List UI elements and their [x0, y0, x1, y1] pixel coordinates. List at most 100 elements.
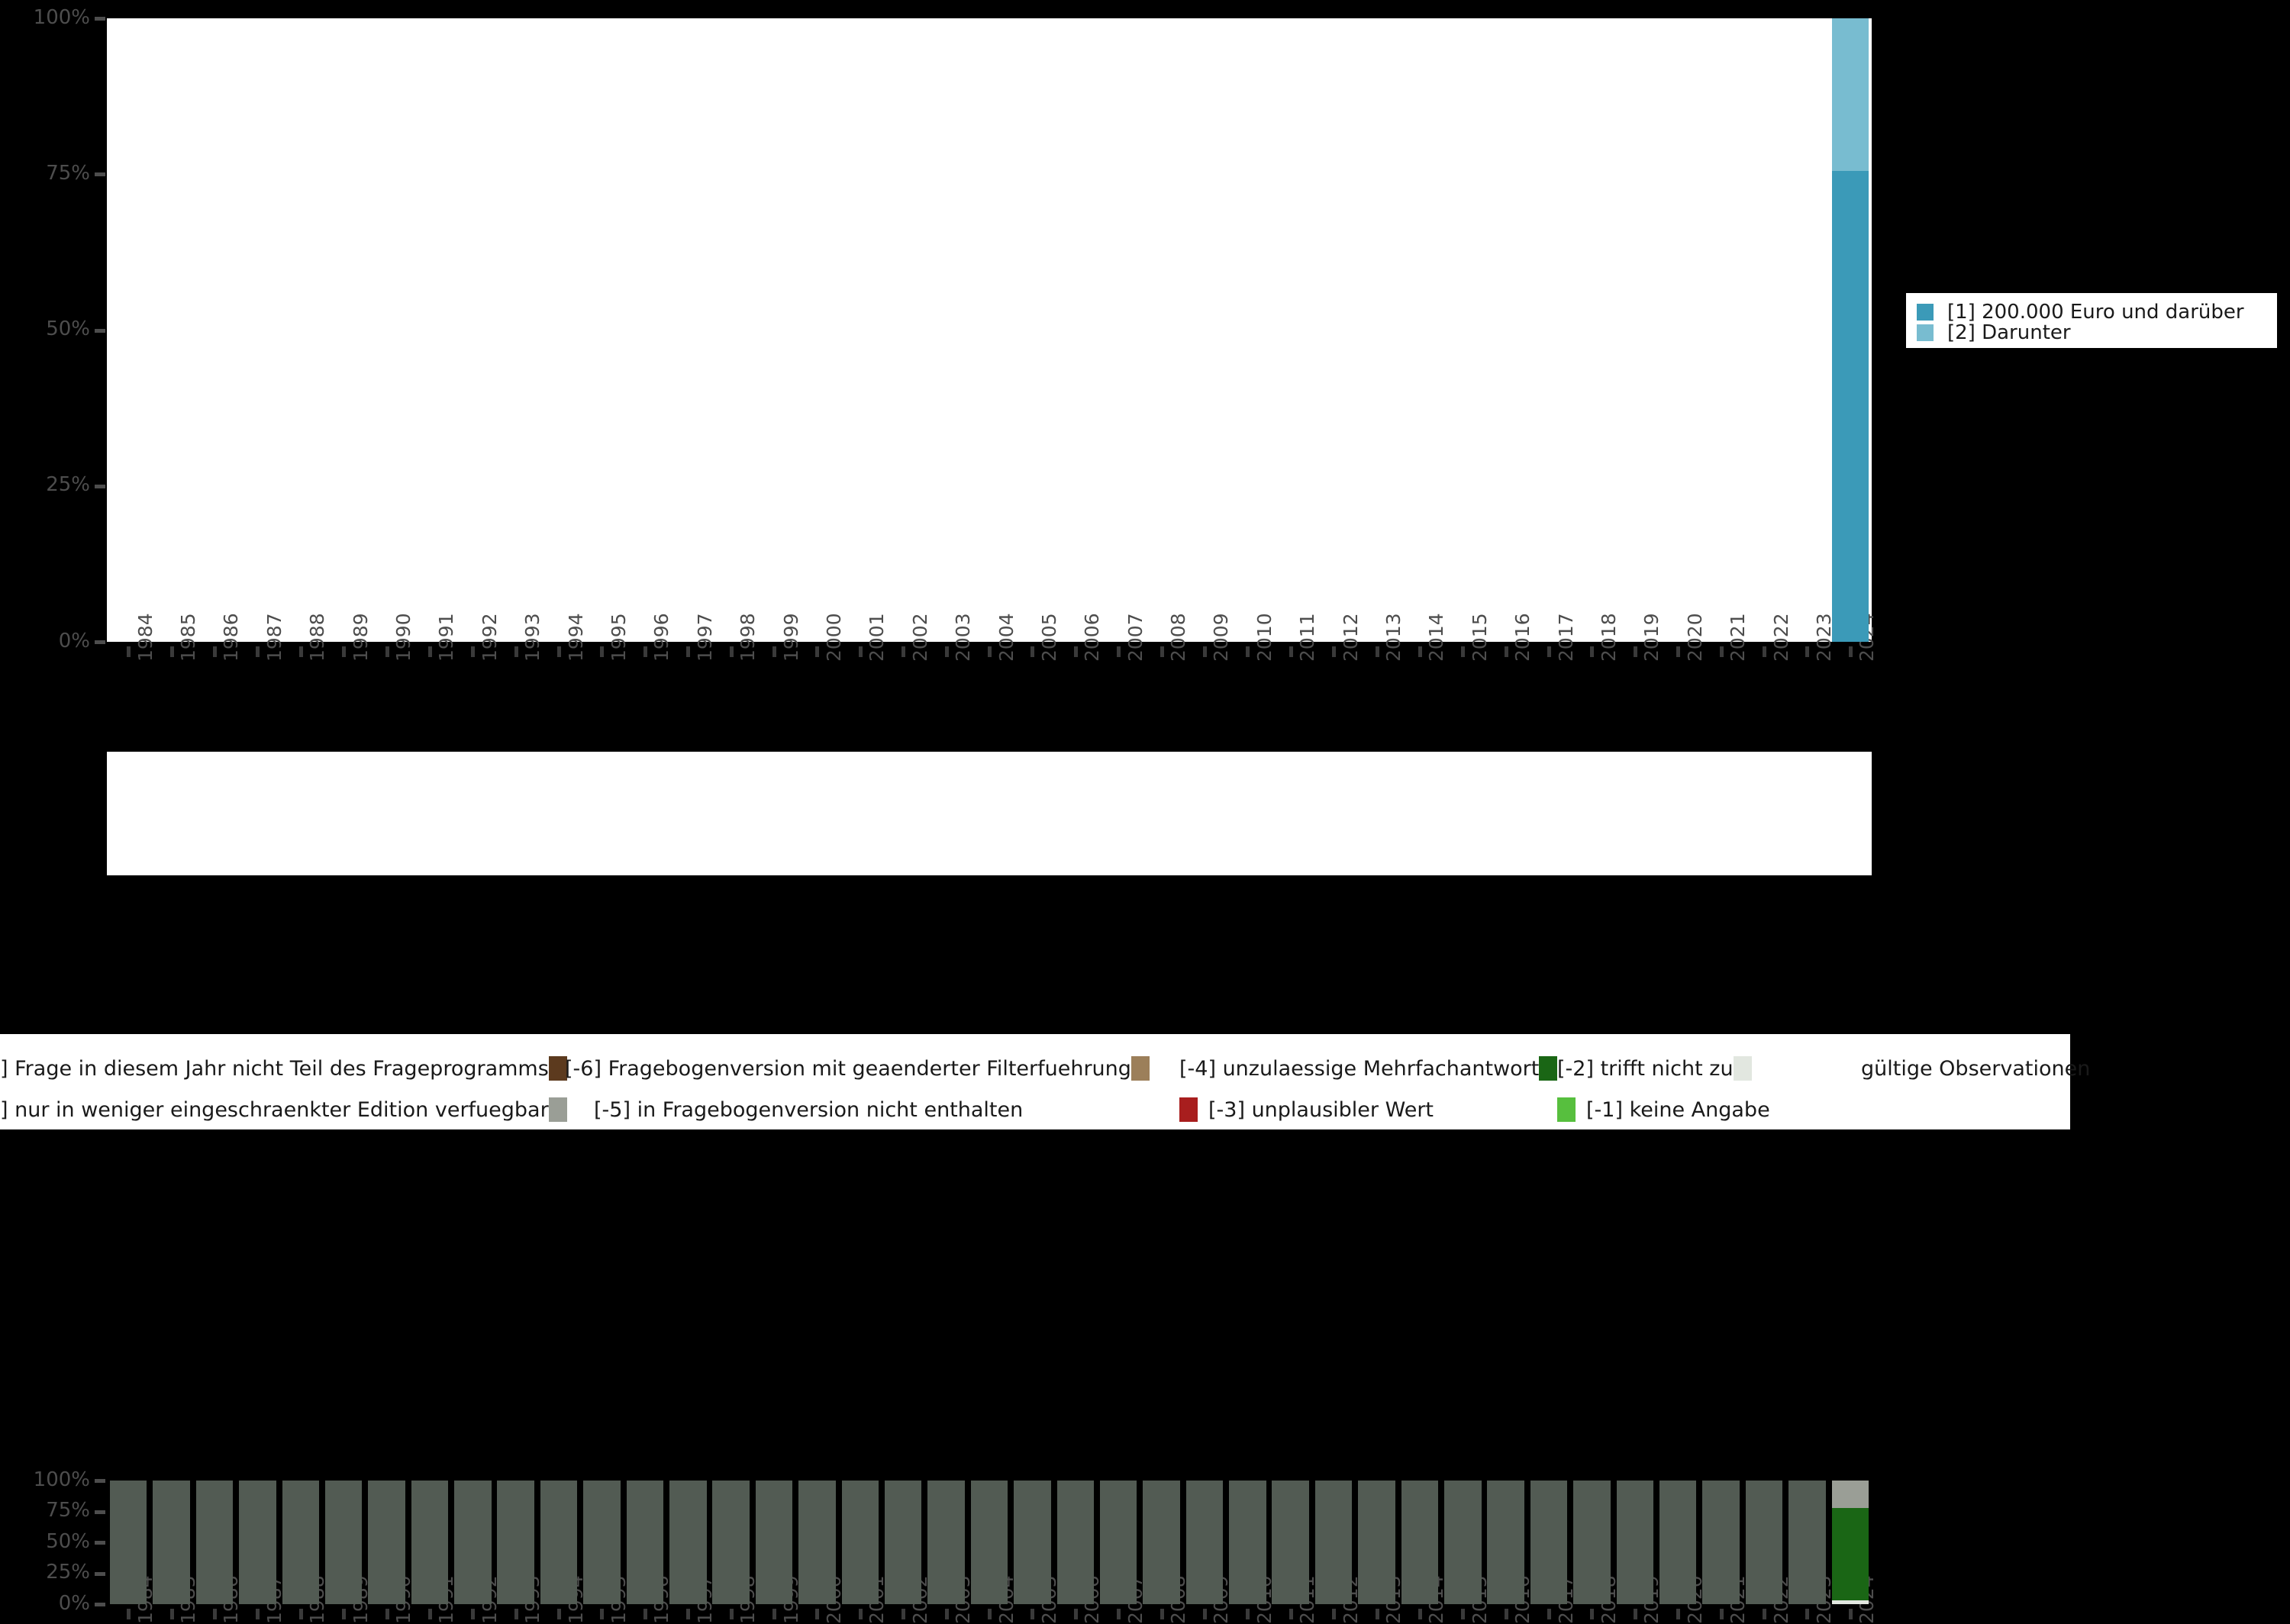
- x-tick-label: 2005: [1037, 613, 1060, 662]
- x-tick-mark: [169, 646, 174, 657]
- bar-segment: [884, 1481, 922, 1604]
- x-tick-label: 2018: [1597, 613, 1620, 662]
- x-tick-mark: [1030, 1609, 1035, 1619]
- bar-segment: [1831, 1481, 1869, 1508]
- bar-segment: [497, 1481, 534, 1604]
- x-tick-mark: [643, 1609, 647, 1619]
- legend-item[interactable]: ] Frage in diesem Jahr nicht Teil des Fr…: [0, 1055, 567, 1081]
- x-tick-mark: [1504, 1609, 1508, 1619]
- x-tick-mark: [815, 646, 820, 657]
- x-tick-mark: [169, 1609, 174, 1619]
- bar-segment: [1314, 1481, 1353, 1604]
- x-tick-label: 2012: [1339, 613, 1362, 662]
- bar-segment: [324, 1481, 363, 1604]
- bar-segment: [1788, 1481, 1826, 1604]
- y-tick-label: 25%: [46, 1561, 90, 1584]
- x-tick-mark: [256, 646, 260, 657]
- bar-segment: [798, 1481, 836, 1604]
- x-tick-mark: [772, 646, 777, 657]
- x-tick-label: 2007: [1124, 613, 1147, 662]
- y-tick-label: 50%: [46, 317, 90, 341]
- x-tick-mark: [1332, 646, 1337, 657]
- table-row: [712, 1481, 750, 1604]
- x-tick-label: 1984: [134, 613, 156, 662]
- x-tick-mark: [1719, 1609, 1724, 1619]
- legend-item[interactable]: [1] 200.000 Euro und darüber: [1917, 301, 2244, 324]
- table-row: [1185, 1481, 1224, 1604]
- legend-swatch-icon: [1917, 304, 1934, 321]
- x-tick-mark: [1805, 646, 1810, 657]
- x-tick-mark: [1418, 646, 1422, 657]
- legend-item[interactable]: [-6] Fragebogenversion mit geaenderter F…: [565, 1055, 1150, 1081]
- legend-item[interactable]: ] nur in weniger eingeschraenkter Editio…: [0, 1097, 567, 1123]
- y-tick-mark: [95, 1541, 105, 1545]
- table-row: [324, 1481, 363, 1604]
- bar-segment: [282, 1481, 319, 1604]
- x-tick-mark: [1547, 1609, 1552, 1619]
- table-row: [841, 1481, 879, 1604]
- x-tick-label: 2009: [1210, 613, 1233, 662]
- bar-segment: [1659, 1481, 1697, 1604]
- bar-segment: [1056, 1481, 1095, 1604]
- x-tick-mark: [385, 646, 389, 657]
- legend-item[interactable]: [-1] keine Angabe: [1557, 1097, 1770, 1123]
- legend-item[interactable]: [-2] trifft nicht zu: [1557, 1055, 1752, 1081]
- x-tick-mark: [1418, 1609, 1422, 1619]
- legend-item[interactable]: [2] Darunter: [1917, 321, 2071, 344]
- x-tick-mark: [1763, 646, 1767, 657]
- x-tick-mark: [686, 1609, 691, 1619]
- x-tick-label: 1995: [607, 613, 630, 662]
- legend-item[interactable]: gültige Observationen: [1832, 1055, 2090, 1081]
- legend-swatch-icon: [1557, 1097, 1576, 1122]
- bar-segment: [1831, 1600, 1869, 1604]
- x-tick-label: 2019: [1640, 613, 1663, 662]
- y-tick-label: 75%: [46, 1499, 90, 1522]
- x-tick-mark: [1719, 646, 1724, 657]
- table-row: [970, 1481, 1008, 1604]
- legend-item-label: ] nur in weniger eingeschraenkter Editio…: [0, 1097, 549, 1122]
- legend-item[interactable]: [-3] unplausibler Wert: [1179, 1097, 1434, 1123]
- x-tick-mark: [729, 1609, 734, 1619]
- legend-item-label: [-4] unzulaessige Mehrfachantwort: [1179, 1056, 1540, 1081]
- legend-item[interactable]: [-5] in Fragebogenversion nicht enthalte…: [565, 1097, 1023, 1123]
- bar-segment: [1831, 171, 1869, 642]
- bar-segment: [1185, 1481, 1224, 1604]
- table-row: [195, 1481, 234, 1604]
- x-tick-mark: [600, 1609, 605, 1619]
- y-tick-label: 50%: [46, 1529, 90, 1553]
- x-tick-mark: [212, 1609, 217, 1619]
- x-tick-mark: [600, 646, 605, 657]
- x-tick-label: 1998: [737, 613, 760, 662]
- bar-segment: [841, 1481, 879, 1604]
- x-tick-mark: [1289, 646, 1293, 657]
- x-tick-mark: [514, 1609, 518, 1619]
- legend-swatch-icon: [1539, 1056, 1558, 1081]
- table-row: [1530, 1481, 1568, 1604]
- x-tick-label: 1986: [220, 613, 243, 662]
- x-tick-mark: [988, 646, 992, 657]
- table-row: [1788, 1481, 1826, 1604]
- y-tick-label: 0%: [58, 1591, 90, 1615]
- x-tick-mark: [1117, 646, 1121, 657]
- x-tick-label: 1991: [435, 613, 458, 662]
- x-tick-mark: [729, 646, 734, 657]
- table-row: [669, 1481, 707, 1604]
- x-tick-label: 1987: [263, 613, 285, 662]
- bar-segment: [927, 1481, 965, 1604]
- bar-segment: [1831, 18, 1869, 172]
- x-tick-mark: [1763, 1609, 1767, 1619]
- table-row: [1831, 18, 1869, 642]
- y-tick-mark: [95, 328, 105, 333]
- x-tick-label: 1990: [392, 613, 415, 662]
- bar-segment: [970, 1481, 1008, 1604]
- x-tick-mark: [1805, 1609, 1810, 1619]
- x-tick-mark: [944, 1609, 949, 1619]
- legend-item[interactable]: [-4] unzulaessige Mehrfachantwort: [1179, 1055, 1558, 1081]
- x-tick-mark: [1332, 1609, 1337, 1619]
- x-tick-label: 2016: [1511, 613, 1534, 662]
- x-tick-mark: [1547, 646, 1552, 657]
- x-tick-label: 1993: [521, 613, 544, 662]
- bar-segment: [583, 1481, 621, 1604]
- bar-segment: [368, 1481, 405, 1604]
- x-tick-label: 2015: [1468, 613, 1491, 662]
